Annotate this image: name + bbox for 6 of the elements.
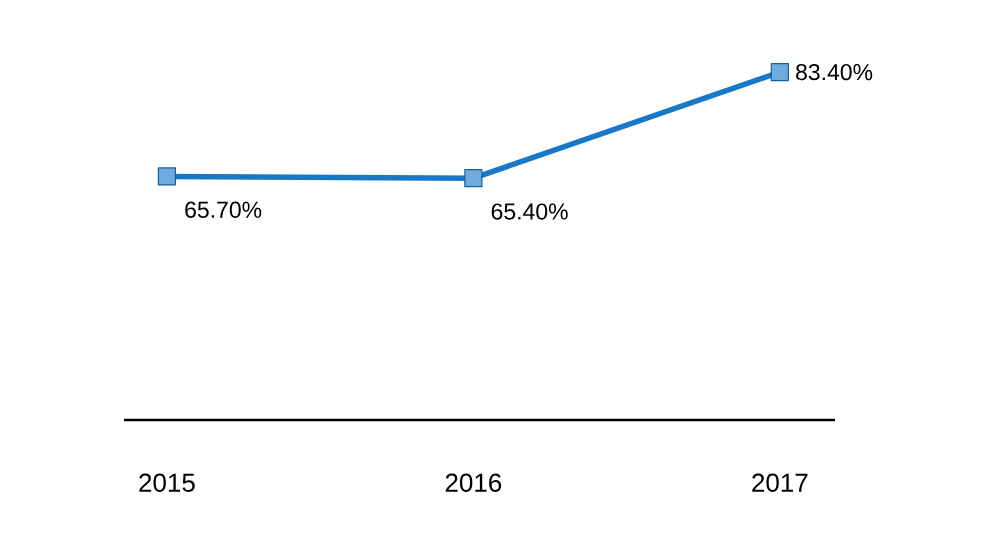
x-tick-label: 2015 — [139, 473, 195, 492]
data-label: 65.70% — [185, 201, 262, 218]
x-tick-label: 2017 — [752, 473, 808, 492]
data-label: 65.40% — [491, 203, 568, 220]
data-label: 83.40% — [796, 63, 873, 81]
x-tick-label: 2016 — [445, 473, 502, 492]
